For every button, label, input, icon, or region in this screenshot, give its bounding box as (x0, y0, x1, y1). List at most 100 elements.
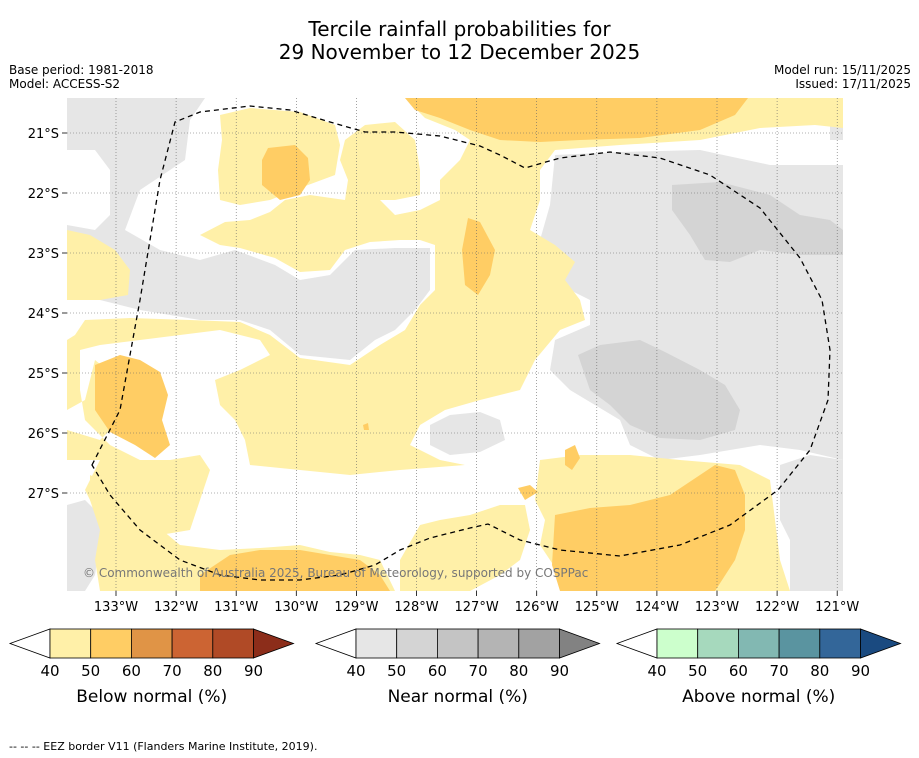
colorbar-segment (171, 628, 214, 659)
pale-yellow-south-center (400, 505, 530, 591)
colorbar-tick-label: 90 (244, 662, 263, 680)
colorbar-tick-label: 60 (729, 662, 748, 680)
colorbar-tick-label: 60 (428, 662, 447, 680)
y-tick-label: 27°S (28, 487, 59, 502)
colorbar-segment (396, 628, 438, 659)
below-normal-50-regions (95, 98, 748, 591)
colorbar-tick-label: 50 (688, 662, 707, 680)
colorbar-label: Above normal (%) (682, 687, 835, 707)
y-tick-label: 23°S (28, 247, 59, 262)
colorbar-segment (355, 628, 398, 659)
colorbar-segment (656, 628, 699, 659)
x-tick-label: 124°W (635, 600, 679, 615)
x-tick-label: 133°W (94, 600, 138, 615)
gridlines (67, 98, 843, 591)
colorbar-segment (778, 628, 821, 659)
x-tick-label: 122°W (755, 600, 799, 615)
orange-region-southeast (552, 465, 745, 591)
y-tick-label: 25°S (28, 367, 59, 382)
grey-region-south-patch (430, 412, 505, 455)
orange-region-small-2 (518, 485, 538, 500)
colorbar-tick-label: 80 (810, 662, 829, 680)
colorbar-tick-label: 40 (346, 662, 365, 680)
chart-title: Tercile rainfall probabilities for 29 No… (0, 18, 919, 64)
colorbar-tick-label: 80 (509, 662, 528, 680)
grey-50-region-southeast (578, 340, 740, 440)
y-tick-label: 26°S (28, 427, 59, 442)
x-tick-label: 129°W (334, 600, 378, 615)
colorbar-tick-label: 70 (163, 662, 182, 680)
x-tick-label: 123°W (695, 600, 739, 615)
colorbar-2: 40 50 60 70 80 90 Near normal (%) (314, 628, 601, 707)
model-name: Model: ACCESS-S2 (9, 77, 121, 91)
colorbar-segment (697, 628, 739, 659)
y-tick-label: 21°S (28, 127, 59, 142)
colorbar-1: 40 50 60 70 80 90 Below normal (%) (8, 628, 295, 707)
colorbar-tick-label: 70 (770, 662, 789, 680)
x-tick-label: 132°W (154, 600, 198, 615)
pale-yellow-north-band (67, 98, 843, 540)
colorbar-over-triangle (559, 628, 601, 659)
pale-yellow-mid-patch (525, 293, 560, 330)
x-tick-label: 130°W (274, 600, 318, 615)
grey-region-southeast (780, 455, 843, 591)
colorbar-tick-label: 50 (387, 662, 406, 680)
colorbar-segment (90, 628, 132, 659)
colorbar-under-triangle (314, 628, 357, 659)
grey-region-west (67, 98, 430, 360)
colorbar-tick-label: 80 (203, 662, 222, 680)
colorbar-segment (738, 628, 780, 659)
orange-region-small-1 (565, 445, 580, 470)
eez-border-line (91, 105, 831, 581)
colorbar-segment (49, 628, 92, 659)
colorbar-segment (212, 628, 254, 659)
orange-region-south (200, 550, 390, 591)
orange-region-center (462, 218, 495, 295)
x-tick-label: 121°W (815, 600, 859, 615)
orange-region-nw (262, 145, 310, 200)
colorbar-tick-label: 60 (122, 662, 141, 680)
base-period: Base period: 1981-2018 (9, 63, 154, 77)
colorbars: 40 50 60 70 80 90 Below normal (%) 40 50 60 70 80 90… (8, 628, 902, 707)
colorbar-3: 40 50 60 70 80 90 Above normal (%) (615, 628, 902, 707)
x-tick-label: 128°W (394, 600, 438, 615)
colorbar-tick-label: 90 (550, 662, 569, 680)
y-tick-label: 22°S (28, 187, 59, 202)
model-run: Model run: 15/11/2025 (773, 63, 911, 77)
map-panel: © Commonwealth of Australia 2025, Bureau… (67, 98, 843, 591)
meta-left: Base period: 1981-2018 Model: ACCESS-S2 (9, 63, 154, 91)
title-line-1: Tercile rainfall probabilities for (308, 17, 611, 41)
pale-yellow-west-patch (67, 230, 130, 300)
colorbar-tick-label: 90 (851, 662, 870, 680)
colorbar-label: Below normal (%) (76, 687, 227, 707)
x-tick-label: 127°W (455, 600, 499, 615)
colorbar-label: Near normal (%) (388, 687, 528, 707)
y-tick-label: 24°S (28, 307, 59, 322)
y-axis: 21°S 22°S 23°S 24°S 25°S 26°S 27°S (28, 127, 67, 502)
colorbar-segment (518, 628, 560, 659)
colorbar-segment (130, 628, 173, 659)
colorbar-tick-label: 40 (40, 662, 59, 680)
x-tick-label: 131°W (214, 600, 258, 615)
grey-region-southwest (67, 500, 105, 591)
colorbar-over-triangle (253, 628, 295, 659)
colorbar-under-triangle (615, 628, 658, 659)
footnote: -- -- -- EEZ border V11 (Flanders Marine… (9, 740, 318, 753)
orange-region-west (95, 355, 170, 458)
colorbar-tick-label: 40 (647, 662, 666, 680)
colorbar-segment (819, 628, 861, 659)
colorbar-tick-label: 50 (81, 662, 100, 680)
colorbar-segment (477, 628, 520, 659)
x-tick-label: 125°W (575, 600, 619, 615)
colorbar-over-triangle (860, 628, 902, 659)
copyright-text: © Commonwealth of Australia 2025, Bureau… (83, 566, 588, 580)
orange-region-north (405, 98, 748, 142)
meta-right: Model run: 15/11/2025 Issued: 17/11/2025 (774, 63, 911, 91)
colorbar-segment (436, 628, 479, 659)
title-line-2: 29 November to 12 December 2025 (278, 40, 641, 64)
orange-region-dot (363, 423, 369, 430)
near-normal-50-regions (578, 182, 843, 440)
issued-date: Issued: 17/11/2025 (795, 77, 911, 91)
colorbar-under-triangle (8, 628, 51, 659)
